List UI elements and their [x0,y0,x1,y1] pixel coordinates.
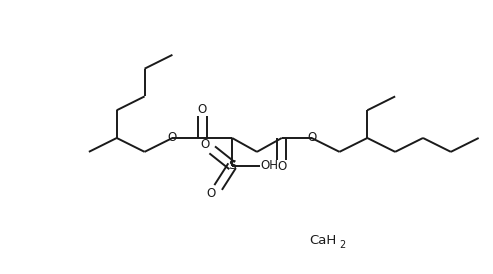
Text: OH: OH [261,159,279,172]
Text: O: O [201,138,210,152]
Text: O: O [207,187,216,200]
Text: S: S [228,159,236,172]
Text: 2: 2 [340,240,346,250]
Text: O: O [277,160,286,173]
Text: O: O [198,103,207,116]
Text: O: O [307,132,316,144]
Text: CaH: CaH [310,235,337,247]
Text: O: O [168,132,177,144]
